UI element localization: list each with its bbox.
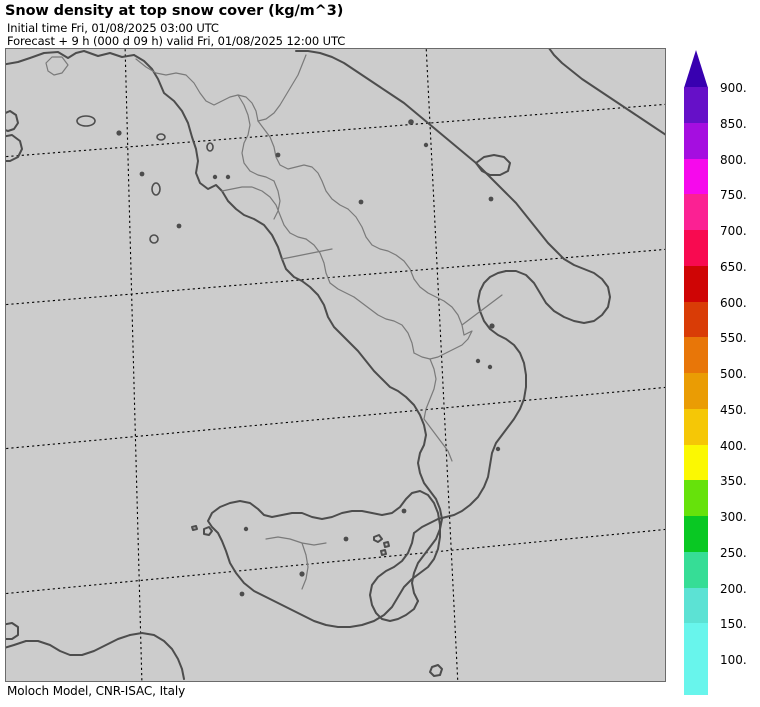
colorbar-max-arrow-icon: [684, 50, 708, 88]
colorbar-band-150: [684, 623, 708, 659]
colorbar-band-350: [684, 480, 708, 516]
colorbar-band-300: [684, 516, 708, 552]
colorbar-band-800: [684, 158, 708, 195]
colorbar-tick-label: 400.: [720, 438, 747, 453]
colorbar-tick-label: 450.: [720, 402, 747, 417]
city-dots: [116, 119, 501, 597]
gridlines: [6, 49, 665, 681]
page-title: Snow density at top snow cover (kg/m^3): [5, 3, 344, 19]
colorbar-tick-label: 850.: [720, 116, 747, 131]
colorbar-tick-label: 900.: [720, 81, 747, 95]
colorbar-tick-label: 650.: [720, 259, 747, 274]
colorbar-band-200: [684, 587, 708, 624]
colorbar-tick-label: 300.: [720, 510, 747, 525]
colorbar: 900. 850. 800. 750. 700. 650. 600. 550. 500. 450.…: [682, 50, 760, 695]
colorbar-band-600: [684, 301, 708, 338]
colorbar-band-100: [684, 659, 708, 695]
colorbar-tick-label: 500.: [720, 367, 747, 382]
colorbar-strip: [684, 87, 708, 695]
forecast-time-text: Forecast + 9 h (000 d 09 h) valid Fri, 0…: [7, 34, 346, 48]
footer-credit: Moloch Model, CNR-ISAC, Italy: [7, 684, 186, 698]
colorbar-band-750: [684, 194, 708, 230]
map-graphic: [6, 49, 665, 681]
colorbar-band-900: [684, 87, 708, 123]
colorbar-tick-label: 250.: [720, 545, 747, 560]
colorbar-tick-label: 200.: [720, 581, 747, 596]
colorbar-band-650: [684, 265, 708, 302]
colorbar-band-700: [684, 230, 708, 266]
colorbar-band-850: [684, 122, 708, 159]
colorbar-band-550: [684, 337, 708, 373]
coastlines: [6, 49, 665, 680]
colorbar-tick-label: 800.: [720, 152, 747, 167]
colorbar-band-450: [684, 408, 708, 445]
colorbar-tick-label: 350.: [720, 474, 747, 489]
colorbar-tick-label: 700.: [720, 224, 747, 239]
header-block: Snow density at top snow cover (kg/m^3) …: [5, 0, 665, 48]
colorbar-tick-label: 550.: [720, 331, 747, 346]
colorbar-band-250: [684, 551, 708, 588]
map-panel[interactable]: [5, 48, 666, 682]
initial-time-text: Initial time Fri, 01/08/2025 03:00 UTC: [7, 21, 219, 35]
colorbar-tick-label: 600.: [720, 295, 747, 310]
colorbar-tick-label: 100.: [720, 653, 747, 668]
colorbar-tick-label: 750.: [720, 188, 747, 203]
colorbar-labels: 900. 850. 800. 750. 700. 650. 600. 550. 500. 450.…: [720, 50, 760, 667]
colorbar-band-500: [684, 373, 708, 409]
colorbar-band-400: [684, 444, 708, 481]
colorbar-tick-label: 150.: [720, 617, 747, 632]
lakes-and-isles: [76, 115, 214, 244]
region-borders: [45, 54, 503, 590]
